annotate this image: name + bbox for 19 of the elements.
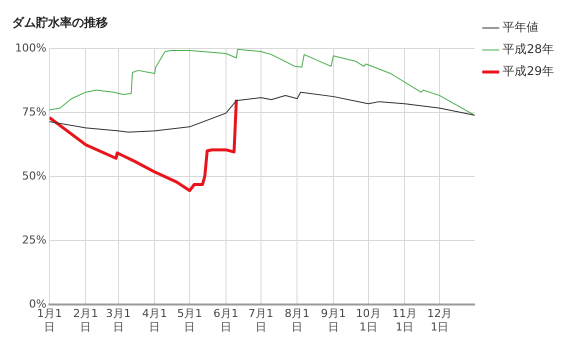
y-tick-label: 75% (22, 105, 46, 118)
x-tick-label: 7月1日 (248, 307, 274, 334)
x-tick-label: 10月1日 (356, 307, 381, 334)
x-tick-label: 5月1日 (177, 307, 202, 334)
y-tick-label: 100% (14, 41, 46, 54)
legend-label: 平年値 (502, 20, 539, 34)
x-tick-label: 6月1日 (213, 307, 238, 334)
x-tick-label: 9月1日 (320, 307, 346, 334)
x-tick-label: 8月1日 (284, 307, 310, 334)
y-tick-label: 50% (22, 169, 46, 182)
legend-label: 平成28年 (502, 42, 554, 56)
legend-label: 平成29年 (502, 64, 554, 78)
x-tick-label: 2月1日 (73, 307, 98, 334)
x-tick-label: 12月1日 (427, 307, 452, 334)
y-tick-label: 25% (22, 233, 46, 246)
x-tick-label: 4月1日 (142, 307, 168, 334)
chart-title: ダム貯水率の推移 (12, 15, 108, 30)
x-tick-label: 11月1日 (392, 307, 418, 334)
x-tick-label: 3月1日 (106, 307, 131, 334)
